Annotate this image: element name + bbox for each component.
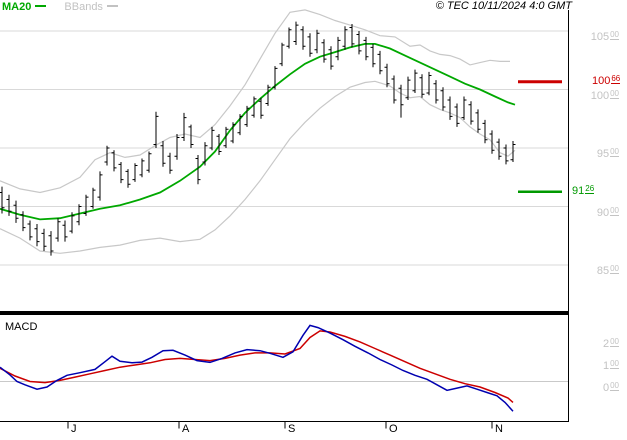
bollinger-upper-band-line bbox=[0, 9, 510, 194]
legend-ma20-label: MA20 bbox=[2, 1, 32, 13]
price-axis-label-100: 10000 bbox=[590, 88, 619, 102]
bollinger-lower-band-line bbox=[0, 80, 516, 254]
month-label-N: N bbox=[495, 423, 503, 435]
ma20-line-swatch-icon bbox=[35, 5, 47, 8]
chart-legend: MA20 BBands bbox=[2, 1, 121, 13]
macd-axis-label-0: 000 bbox=[602, 380, 619, 394]
price-axis-label-95: 9500 bbox=[596, 147, 619, 160]
panel-separator bbox=[0, 311, 569, 315]
chart-timestamp: © TEC 10/11/2024 4:0 GMT bbox=[435, 0, 572, 12]
bbands-line-swatch-icon bbox=[106, 5, 118, 8]
ma20-line bbox=[0, 43, 516, 221]
legend-bbands-label: BBands bbox=[64, 1, 103, 13]
price-axis-label-90: 9000 bbox=[596, 205, 619, 219]
level-label-91-26: 9126 bbox=[572, 183, 595, 197]
macd-panel-label: MACD bbox=[5, 321, 38, 333]
macd-signal-line bbox=[0, 330, 514, 403]
price-axis-label-105: 10500 bbox=[590, 30, 619, 43]
macd-line bbox=[0, 324, 514, 412]
month-label-A: A bbox=[182, 423, 190, 435]
month-label-S: S bbox=[288, 423, 296, 435]
month-label-J: J bbox=[71, 423, 77, 435]
month-label-O: O bbox=[389, 423, 398, 435]
level-label-100-66: 10066 bbox=[592, 73, 621, 87]
price-axis-label-85: 8500 bbox=[596, 264, 619, 277]
candlesticks bbox=[0, 21, 516, 256]
macd-axis-label-2: 200 bbox=[602, 336, 619, 350]
macd-axis-label-1: 100 bbox=[602, 358, 619, 372]
